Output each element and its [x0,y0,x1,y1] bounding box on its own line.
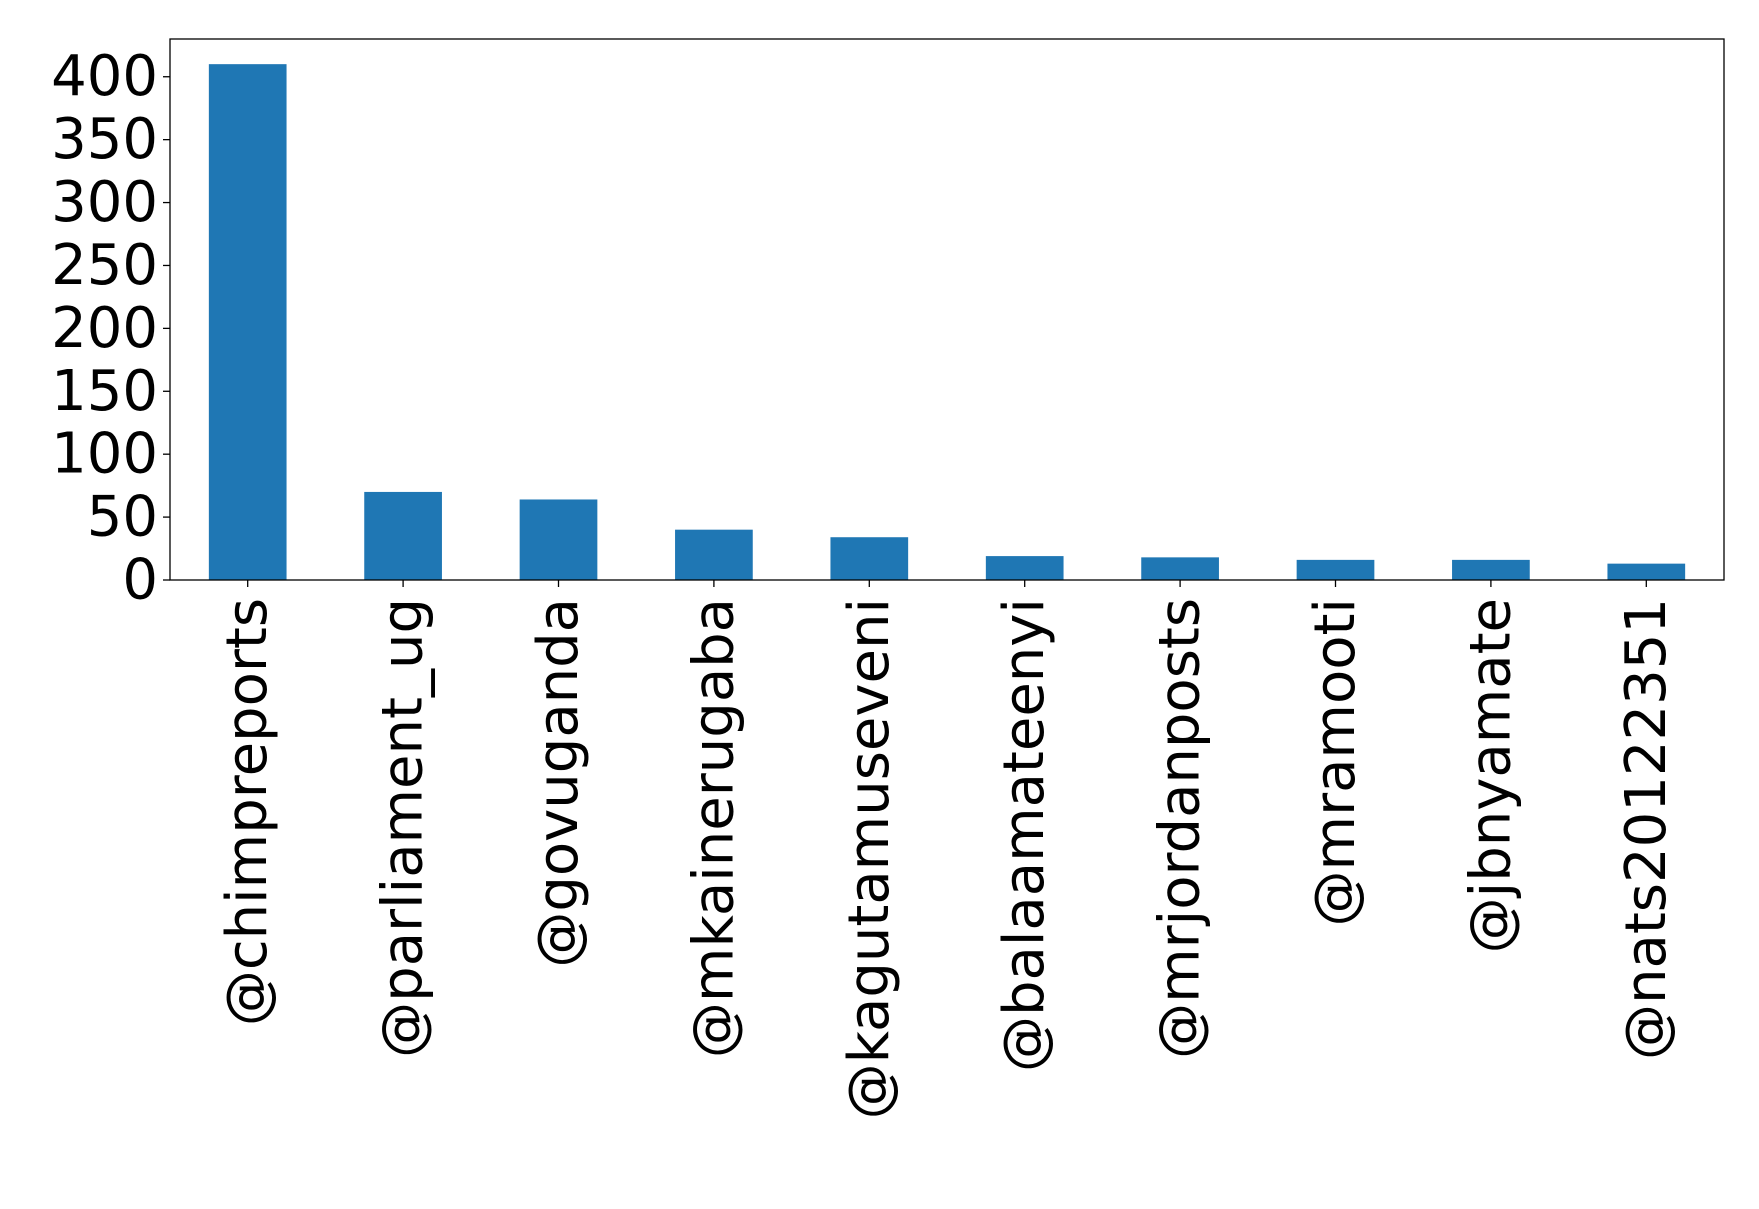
y-tick-label: 0 [122,548,158,613]
y-tick-label: 100 [51,422,158,487]
x-tick-label: @mramooti [1303,598,1368,926]
y-tick-label: 250 [51,233,158,298]
bar [364,491,442,580]
x-tick-label: @parliament_ug [371,598,436,1058]
y-tick-label: 150 [51,359,158,424]
bar [1141,557,1219,580]
x-tick-label: @mkainerugaba [681,598,746,1058]
y-tick-label: 400 [51,44,158,109]
y-tick-label: 200 [51,296,158,361]
y-tick-label: 300 [51,170,158,235]
bar [830,537,909,580]
bar [1296,559,1375,580]
bar [675,529,753,580]
x-tick-label: @govuganda [526,598,591,968]
bar [519,499,598,580]
bars-group [208,64,1686,581]
x-tick-label: @mrjordanposts [1148,598,1213,1059]
y-tick-label: 50 [87,485,158,550]
x-tick-label: @balaamateenyi [992,598,1057,1072]
y-tick-label: 350 [51,107,158,172]
bar [1452,559,1530,580]
bar [1607,563,1686,580]
bar [985,556,1064,580]
x-tick-label: @jbnyamate [1458,598,1523,953]
x-tick-label: @kagutamuseveni [837,598,902,1119]
plot-frame [169,38,1725,581]
x-tick-label: @nats20122351 [1614,598,1679,1060]
x-axis: @chimpreports @parliament_ug @govuganda @mk… [215,580,1679,1119]
x-tick-label: @chimpreports [215,598,280,1026]
bar [208,64,287,581]
